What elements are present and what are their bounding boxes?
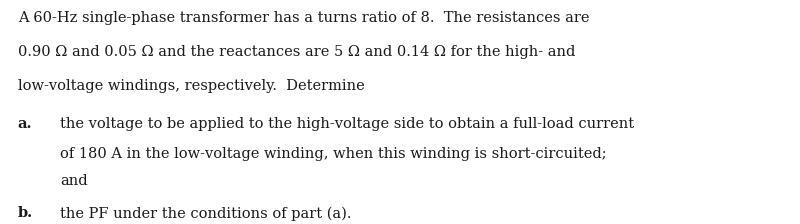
Text: 0.90 Ω and 0.05 Ω and the reactances are 5 Ω and 0.14 Ω for the high- and: 0.90 Ω and 0.05 Ω and the reactances are… xyxy=(18,45,575,59)
Text: the voltage to be applied to the high-voltage side to obtain a full-load current: the voltage to be applied to the high-vo… xyxy=(60,117,634,131)
Text: a.: a. xyxy=(18,117,32,131)
Text: A 60-Hz single-phase transformer has a turns ratio of 8.  The resistances are: A 60-Hz single-phase transformer has a t… xyxy=(18,11,589,25)
Text: low-voltage windings, respectively.  Determine: low-voltage windings, respectively. Dete… xyxy=(18,79,364,93)
Text: the PF under the conditions of part (a).: the PF under the conditions of part (a). xyxy=(60,207,351,221)
Text: and: and xyxy=(60,174,88,188)
Text: b.: b. xyxy=(18,207,33,220)
Text: of 180 A in the low-voltage winding, when this winding is short-circuited;: of 180 A in the low-voltage winding, whe… xyxy=(60,147,606,161)
